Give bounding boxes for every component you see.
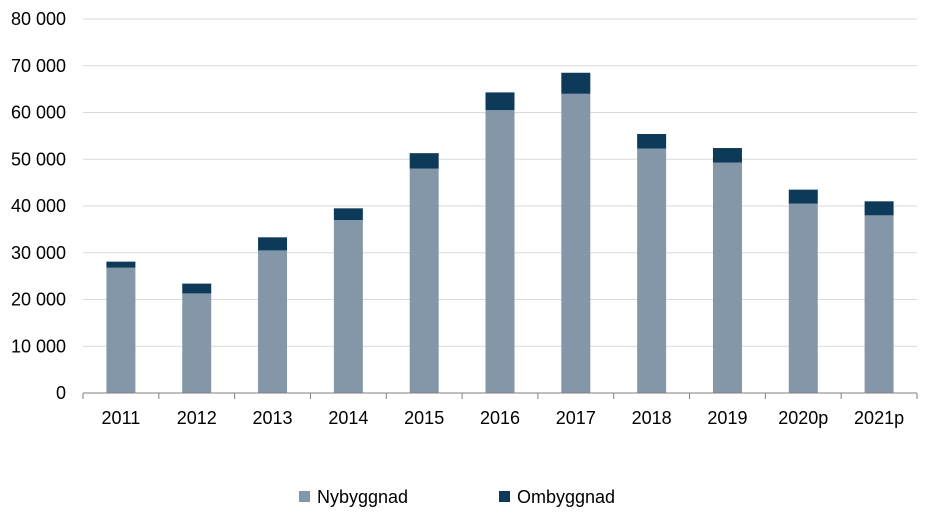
bars	[106, 72, 894, 394]
bar-ombyggnad-2021p	[864, 201, 894, 216]
legend: Nybyggnad Ombyggnad	[299, 487, 615, 507]
bar-ombyggnad-2013	[258, 237, 288, 251]
x-tick-label: 2014	[328, 408, 368, 428]
bar-ombyggnad-2012	[182, 283, 212, 294]
bar-nybyggnad-2011	[106, 267, 136, 393]
x-tick-label: 2021p	[854, 408, 904, 428]
legend-label-ombyggnad: Ombyggnad	[517, 487, 615, 507]
bar-ombyggnad-2017	[561, 72, 591, 94]
y-tick-label: 70 000	[11, 56, 66, 76]
legend-swatch-nybyggnad	[299, 491, 310, 502]
x-axis-tick-labels: 2011 2012 2013 2014 2015 2016 2017 2018 2019 2020…	[102, 408, 905, 428]
y-tick-label: 50 000	[11, 149, 66, 169]
bar-nybyggnad-2020p	[788, 203, 818, 393]
x-tick-label: 2012	[177, 408, 217, 428]
bar-nybyggnad-2017	[561, 93, 591, 394]
y-tick-label: 30 000	[11, 243, 66, 263]
bar-nybyggnad-2016	[485, 110, 515, 393]
y-tick-label: 80 000	[11, 9, 66, 29]
bar-ombyggnad-2019	[712, 148, 742, 163]
bar-nybyggnad-2013	[258, 250, 288, 393]
y-tick-label: 20 000	[11, 290, 66, 310]
bar-ombyggnad-2018	[637, 134, 667, 149]
x-tick-label: 2015	[404, 408, 444, 428]
bar-ombyggnad-2014	[333, 208, 363, 221]
bar-ombyggnad-2011	[106, 261, 136, 268]
y-tick-label: 0	[56, 383, 66, 403]
bar-nybyggnad-2019	[712, 162, 742, 393]
y-tick-label: 10 000	[11, 336, 66, 356]
bar-nybyggnad-2021p	[864, 215, 894, 393]
y-axis-tick-labels: 0 10 000 20 000 30 000 40 000 50 000 60 000 70 …	[11, 9, 66, 403]
bar-nybyggnad-2018	[637, 148, 667, 393]
x-axis	[82, 392, 918, 399]
x-tick-label: 2017	[556, 408, 596, 428]
x-tick-label: 2019	[707, 408, 747, 428]
bar-ombyggnad-2016	[485, 92, 515, 111]
bar-ombyggnad-2020p	[788, 189, 818, 204]
bar-nybyggnad-2014	[333, 220, 363, 393]
bar-ombyggnad-2015	[409, 153, 439, 169]
legend-swatch-ombyggnad	[499, 491, 510, 502]
legend-label-nybyggnad: Nybyggnad	[317, 487, 408, 507]
y-tick-label: 60 000	[11, 103, 66, 123]
x-tick-label: 2013	[253, 408, 293, 428]
bar-nybyggnad-2012	[182, 293, 212, 393]
x-tick-label: 2020p	[778, 408, 828, 428]
bar-nybyggnad-2015	[409, 168, 439, 393]
x-tick-label: 2011	[102, 408, 141, 428]
y-tick-label: 40 000	[11, 196, 66, 216]
x-tick-label: 2016	[480, 408, 520, 428]
x-tick-label: 2018	[632, 408, 672, 428]
